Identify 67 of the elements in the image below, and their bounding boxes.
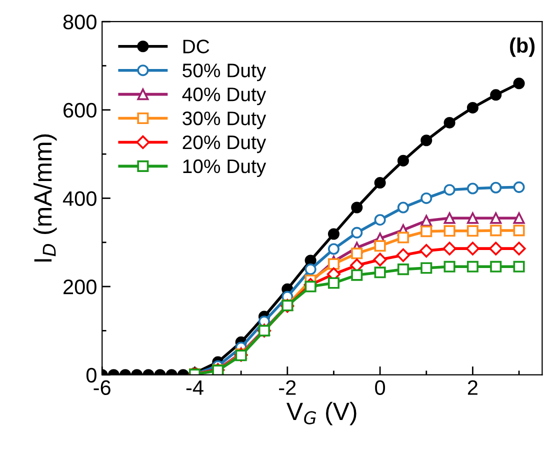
y-tick-label: 600 xyxy=(64,102,96,118)
point xyxy=(513,181,525,193)
point xyxy=(420,192,432,204)
point xyxy=(513,212,525,224)
legend-label: 20% Duty xyxy=(182,135,266,154)
point xyxy=(328,243,340,255)
point xyxy=(396,248,410,262)
point xyxy=(420,134,432,146)
point xyxy=(397,154,409,166)
point xyxy=(420,244,434,258)
point xyxy=(512,242,526,256)
point xyxy=(490,212,502,224)
point xyxy=(397,202,409,214)
point xyxy=(442,242,456,256)
y-axis-title: I$_{D}$ (mA/mm) xyxy=(33,134,57,262)
point xyxy=(466,242,480,256)
point xyxy=(466,182,478,194)
point xyxy=(397,232,409,244)
y-tick-label: 800 xyxy=(63,14,96,30)
point xyxy=(490,89,502,101)
point xyxy=(304,264,316,276)
point xyxy=(444,212,456,224)
y-tick-label: 400 xyxy=(62,191,96,206)
point xyxy=(351,226,363,238)
point xyxy=(444,184,456,196)
annotation: (b) xyxy=(510,37,535,57)
point xyxy=(304,280,316,292)
point xyxy=(420,226,432,238)
x-axis-title: V$_{G}$ (V) xyxy=(286,402,356,426)
legend-label: 40% Duty xyxy=(182,88,266,106)
legend-label: 10% Duty xyxy=(183,159,266,178)
x-tick-label: -4 xyxy=(186,380,204,395)
point xyxy=(513,260,525,272)
point xyxy=(374,177,386,189)
point xyxy=(513,78,525,90)
point xyxy=(397,264,409,276)
point xyxy=(444,260,456,272)
x-tick-label: -2 xyxy=(279,380,296,395)
point xyxy=(373,252,387,266)
point xyxy=(374,240,386,252)
point xyxy=(466,102,478,114)
point xyxy=(490,260,502,272)
point xyxy=(444,225,456,237)
legend-label: 50% Duty xyxy=(182,64,266,82)
point xyxy=(466,260,478,272)
point xyxy=(374,214,386,226)
legend-label: DC xyxy=(183,40,210,54)
point xyxy=(328,258,340,270)
point xyxy=(374,266,386,278)
point xyxy=(328,277,340,289)
point xyxy=(490,182,502,194)
point xyxy=(328,228,340,240)
point xyxy=(351,248,363,260)
x-tick-label: 2 xyxy=(468,380,478,395)
point xyxy=(420,262,432,274)
x-tick-label: 0 xyxy=(375,380,386,396)
point xyxy=(513,224,525,236)
point xyxy=(466,212,478,224)
point xyxy=(351,202,363,214)
point xyxy=(420,214,432,227)
point xyxy=(351,269,363,281)
point xyxy=(466,225,478,237)
point xyxy=(489,242,503,256)
point xyxy=(490,224,502,236)
legend-label: 30% Duty xyxy=(182,111,266,130)
point xyxy=(444,116,456,128)
y-tick-label: 200 xyxy=(64,280,96,294)
